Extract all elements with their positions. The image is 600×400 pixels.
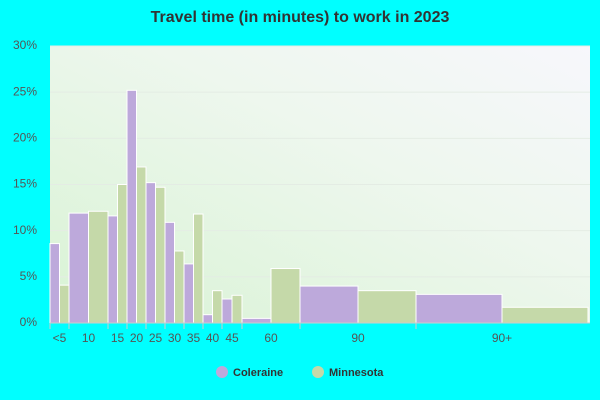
bar [241,317,272,324]
x-tick-label: 45 [225,331,239,345]
bar [183,263,194,324]
bar [145,182,156,324]
bar [136,166,147,324]
bar [212,290,223,324]
bar [126,89,137,324]
y-tick-label: 0% [20,315,38,329]
bar [117,184,128,324]
bar [88,210,109,324]
bar [221,298,233,324]
bar [299,285,359,324]
y-tick-label: 30% [13,38,37,52]
x-tick-label: 90 [351,331,365,345]
bar [59,284,70,324]
legend-label: Coleraine [233,367,283,379]
bar [155,186,166,324]
bar [174,250,185,324]
bar [231,294,243,324]
bar [415,293,503,324]
y-tick-label: 5% [20,269,38,283]
x-tick-label: 20 [130,331,144,345]
y-tick-label: 20% [13,131,37,145]
bar [357,290,417,324]
bar [164,221,175,324]
x-tick-label: 90+ [492,331,512,345]
bar [193,213,204,324]
y-tick-label: 15% [13,177,37,191]
x-tick-label: 60 [264,331,278,345]
x-tick-label: 40 [206,331,220,345]
bar [202,314,213,324]
legend-label: Minnesota [329,367,384,379]
x-tick-label: 25 [149,331,163,345]
bar [270,268,301,324]
x-tick-label: 35 [187,331,201,345]
y-tick-label: 10% [13,223,37,237]
x-tick-label: 10 [82,331,96,345]
x-tick-label: <5 [53,331,67,345]
bar [501,306,589,324]
chart-title: Travel time (in minutes) to work in 2023 [151,9,450,26]
y-tick-label: 25% [13,84,37,98]
legend-swatch [312,366,324,378]
x-tick-label: 15 [111,331,125,345]
x-tick-label: 30 [168,331,182,345]
bar [107,215,118,324]
bar [49,243,60,324]
bar [68,212,89,324]
legend-swatch [216,366,228,378]
